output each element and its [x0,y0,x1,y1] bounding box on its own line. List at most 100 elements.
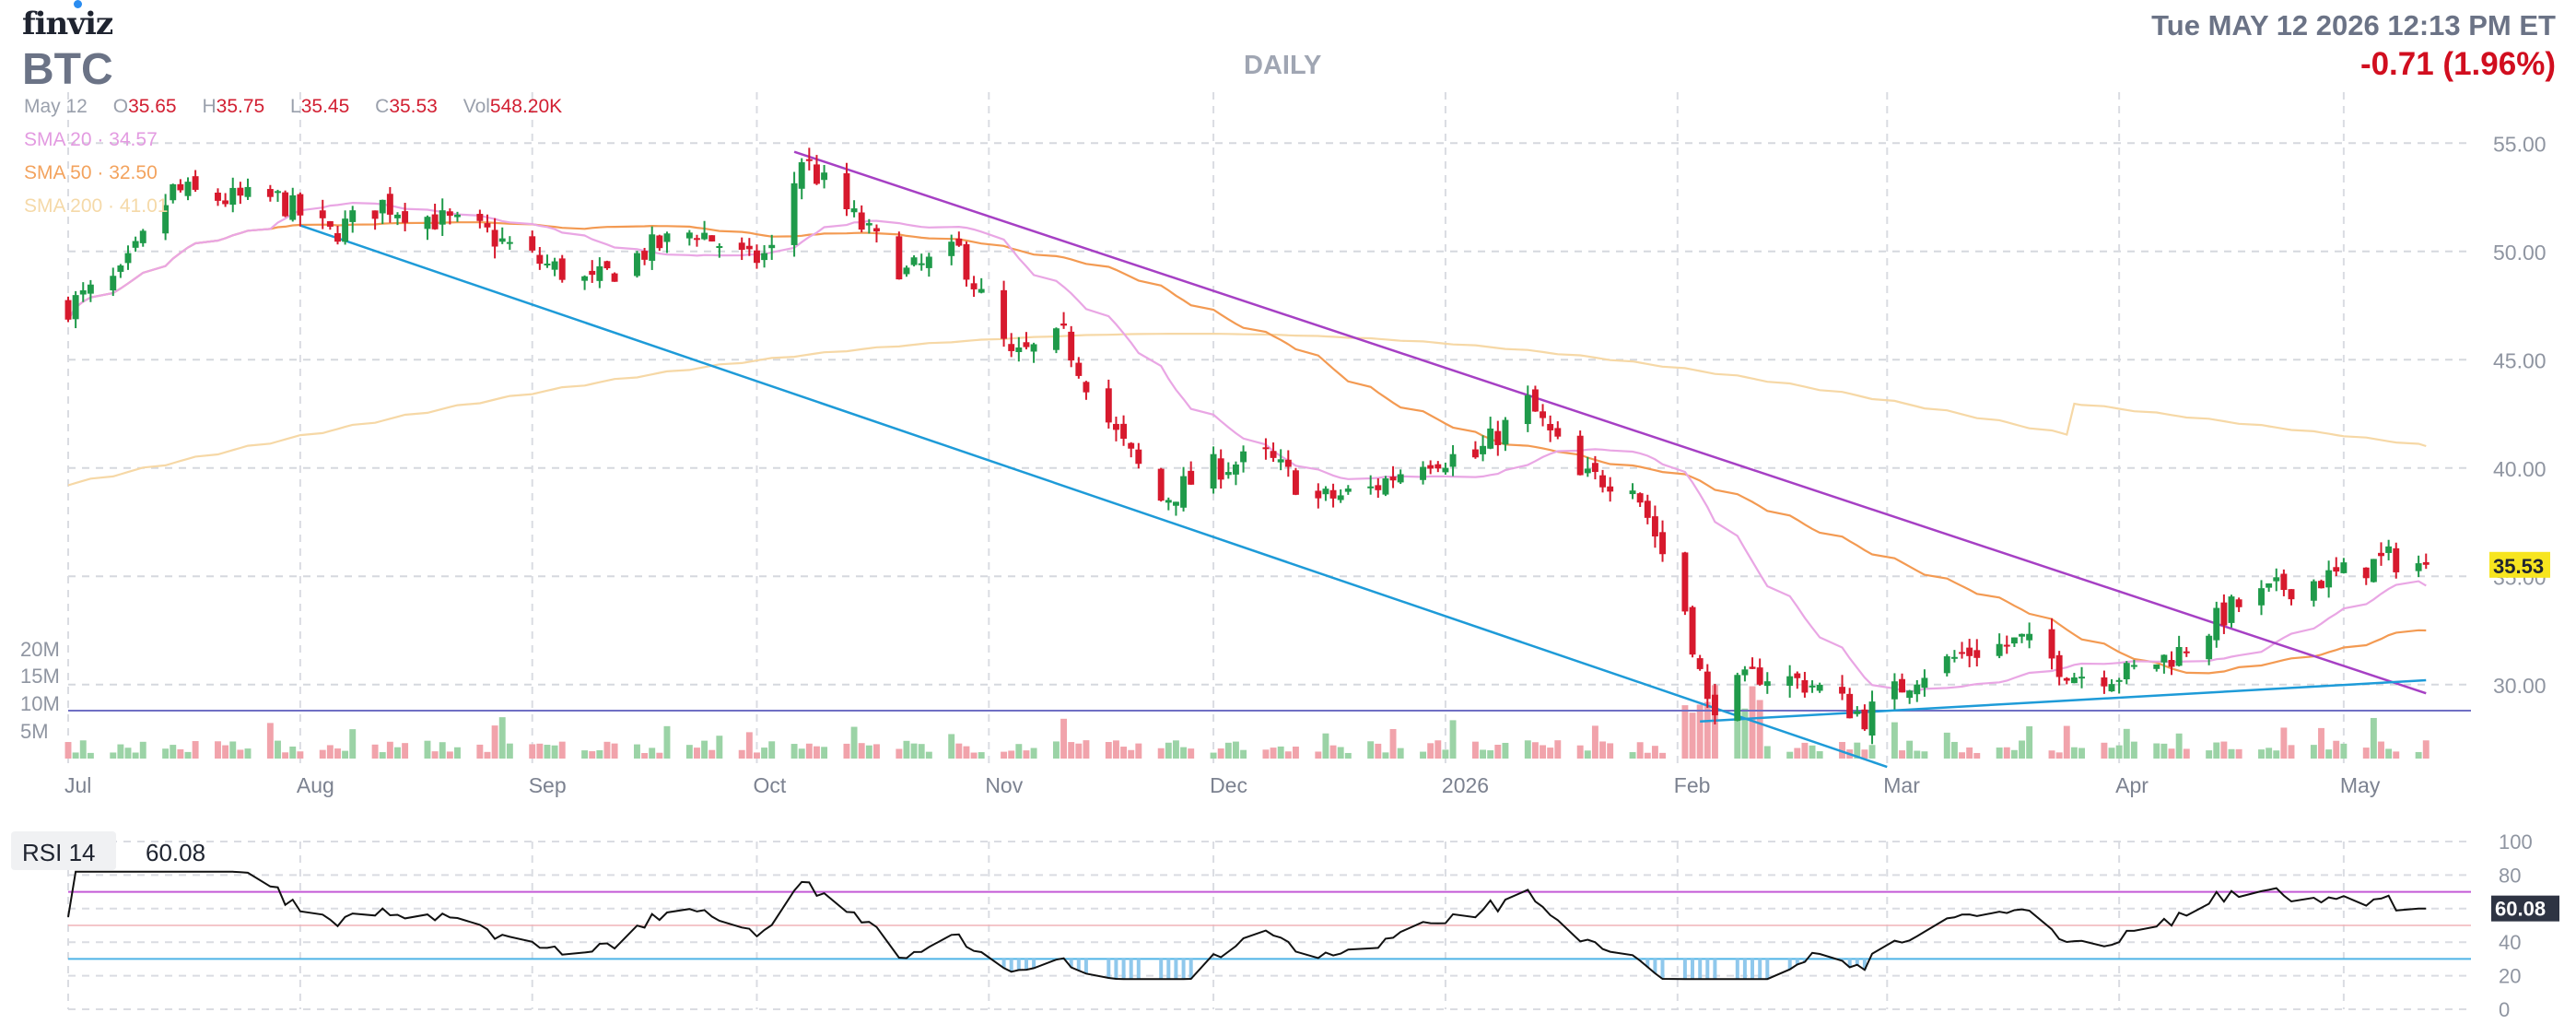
candle-body [1540,411,1547,418]
candle-body [1996,643,2003,656]
volume-bar [64,742,72,759]
volume-bar [1547,748,1554,759]
volume-bar [814,746,820,759]
candle-body [1480,445,1487,454]
volume-bar [170,745,177,759]
candle-body [2422,561,2430,565]
candle-body [2415,563,2422,571]
volume-bar [1112,740,1119,759]
finviz-logo[interactable]: finviz [22,0,113,42]
volume-bar [110,752,117,759]
candle-body [79,289,87,295]
candle-body [1322,489,1329,495]
candle-body [2378,552,2384,557]
volume-bar [1083,740,1090,759]
volume-bar [2070,747,2078,759]
volume-bar [2055,752,2063,759]
sma200-legend[interactable]: SMA 200 · 41.01 [24,195,169,217]
month-tick-label: Feb [1674,773,1711,797]
candle-body [798,162,805,189]
volume-bar [2393,751,2400,759]
volume-bar [2228,748,2235,759]
volume-bar [2310,745,2317,759]
candle-body [2333,567,2340,572]
candle-body [215,193,221,201]
volume-bar [1284,751,1292,759]
candle-body [1397,474,1404,483]
volume-bar [903,740,910,759]
candle-body [394,214,401,218]
candle-body [805,159,813,161]
candle-body [326,220,334,227]
candle-body [2168,659,2175,667]
candle-body [1015,347,1023,353]
price-change: -0.71 (1.96%) [2359,46,2556,82]
rsi-value-tag-label: 60.08 [2495,898,2546,921]
candle-body [873,228,880,232]
ticker-symbol: BTC [22,45,113,94]
volume-bar [79,740,87,759]
volume-bar [2003,747,2010,759]
candle-body [2175,647,2183,666]
candle-body [1120,423,1128,439]
candle-body [110,276,117,291]
volume-bar [192,741,199,759]
volume-bar [1607,743,1614,759]
volume-bar [1471,741,1479,759]
candle-body [498,238,506,242]
month-tick-label: Sep [529,773,567,797]
candle-body [1112,423,1119,430]
candle-body [634,253,640,277]
month-tick-label: Dec [1210,773,1247,797]
month-tick-label: Nov [985,773,1023,797]
candle-body [1427,465,1434,469]
rsi-value-tag [2491,895,2559,922]
candle-body [1172,501,1179,506]
volume-bar [768,741,776,759]
candle-body [2115,679,2123,682]
sma50-legend[interactable]: SMA 50 · 32.50 [24,162,158,183]
volume-bar [132,752,139,759]
volume-bar [454,747,461,759]
volume-bar [72,752,79,759]
candle-body [1224,472,1232,476]
volume-bar [858,743,865,759]
month-tick-label: 2026 [1442,773,1489,797]
candle-body [1232,464,1239,475]
candle-body [611,273,618,282]
rsi-line [67,870,2427,981]
candle-body [1966,647,1973,656]
volume-bar [1344,752,1352,759]
volume-bar [1576,745,1584,759]
candle-body [1449,453,1457,467]
volume-bar [589,751,596,759]
volume-bar [970,752,978,759]
candle-body [1052,328,1060,350]
volume-bar [1449,720,1457,759]
logo-dot-icon [74,0,82,8]
candle-body [289,194,297,220]
candle-body [581,276,589,281]
price-tick-label: 40.00 [2493,457,2547,481]
volume-bar [2019,740,2025,759]
rsi-oversold-fill [1001,959,1867,980]
volume-bar [955,743,963,759]
volume-bar [918,744,925,759]
candle-body [1180,476,1188,508]
volume-bar [326,745,334,759]
volume-bar [1696,704,1704,759]
candle-body [371,210,379,219]
volume-bar [1786,751,1794,759]
candle-body [1584,468,1591,474]
candle-body [431,214,439,230]
candle-body [2183,651,2190,653]
volume-bar [124,748,132,759]
candle-body [536,254,544,265]
volume-bar [656,752,663,759]
candle-body [1696,658,1704,669]
candle-body [1763,681,1771,687]
candle-body [1906,690,1914,699]
rsi-label-box[interactable] [11,831,116,870]
sma20-legend[interactable]: SMA 20 · 34.57 [24,129,158,150]
volume-tick-label: 15M [20,665,60,688]
